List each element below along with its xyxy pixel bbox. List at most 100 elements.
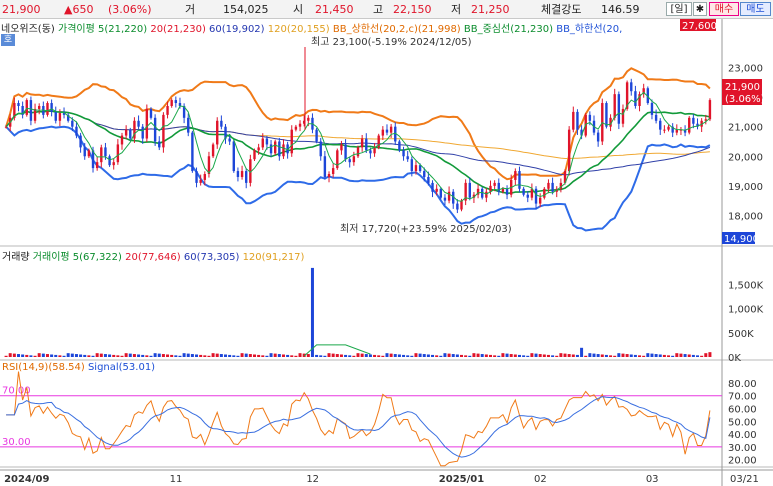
candle-body — [124, 129, 128, 136]
bb-lower-line — [5, 125, 711, 232]
candle-body — [377, 135, 380, 148]
x-axis-label: 11 — [170, 474, 183, 485]
candle-body — [211, 144, 215, 157]
legend-bb-upper: BB_상한선(20,2,c)(21,998) — [332, 24, 461, 35]
volume-bar — [505, 353, 509, 357]
volume-bar — [575, 354, 579, 357]
candle-body — [253, 150, 256, 160]
volume-bar — [472, 353, 476, 357]
view-toggle-button[interactable]: 호 — [1, 34, 15, 46]
volume-ma-line — [303, 344, 371, 357]
candle-body — [394, 126, 397, 142]
volume-bar — [170, 354, 174, 357]
volume-bar — [91, 355, 95, 357]
volume-bar — [257, 354, 261, 357]
volume-tick-label: 1,500K — [728, 280, 764, 291]
period-button[interactable]: [일] — [666, 2, 692, 16]
buy-button[interactable]: 매수 — [709, 2, 739, 16]
volume-bar — [277, 354, 281, 357]
volume-bar — [166, 354, 170, 357]
candle-body — [547, 182, 550, 189]
candle-body — [369, 150, 372, 154]
legend-vol-ma60: 60(73,305) — [183, 252, 240, 263]
bb-upper-line — [5, 67, 711, 181]
volume-bar — [207, 355, 211, 357]
candle-body — [646, 88, 650, 104]
volume-bar — [683, 354, 687, 357]
candle-body — [663, 129, 666, 131]
candle-body — [534, 188, 538, 204]
candle-body — [476, 188, 480, 195]
candle-body — [100, 147, 103, 163]
candle-body — [174, 100, 178, 104]
legend-vol-ma20: 20(77,646) — [125, 252, 181, 263]
candle-body — [245, 171, 248, 183]
candle-body — [120, 135, 124, 145]
volume-bar — [381, 355, 385, 357]
price-change: ▲650 — [64, 2, 94, 16]
candle-body — [460, 200, 463, 210]
candle-body — [37, 105, 41, 109]
candle-body — [87, 150, 91, 157]
candle-body — [137, 120, 140, 127]
volume-bar — [269, 353, 273, 357]
sell-button[interactable]: 매도 — [740, 2, 771, 16]
volume-bar — [476, 353, 480, 357]
candle-body — [13, 103, 16, 118]
candle-body — [530, 188, 534, 198]
legend-ma120: 120(20,155) — [267, 24, 330, 35]
volume-value: 154,025 — [223, 2, 269, 16]
volume-bar — [228, 354, 232, 357]
volume-bar — [414, 353, 418, 357]
candle-body — [675, 129, 679, 133]
candle-body — [572, 111, 575, 130]
volume-bar — [4, 355, 8, 357]
volume-bar — [62, 355, 66, 357]
candle-body — [145, 108, 149, 139]
volume-bar — [190, 354, 194, 357]
volume-bar — [567, 354, 571, 357]
candle-body — [659, 120, 662, 130]
volume-bar — [517, 354, 521, 357]
volume-bar — [563, 353, 567, 357]
volume-bar — [79, 354, 83, 357]
candle-body — [588, 114, 592, 121]
volume-bar — [418, 353, 422, 357]
candle-body — [187, 117, 190, 133]
volume-bar — [45, 354, 49, 357]
volume-bar — [161, 354, 165, 357]
volume-bar — [513, 354, 517, 357]
rsi-tick-label: 50.00 — [728, 417, 757, 428]
volume-bar — [319, 355, 323, 357]
strength-label: 체결강도 — [541, 3, 582, 16]
volume-bar — [546, 354, 550, 357]
x-axis-label: 02 — [534, 474, 547, 485]
volume-bar — [671, 355, 675, 357]
candle-body — [389, 126, 393, 133]
bottom-price-box — [722, 232, 755, 244]
legend-bb-lower: BB_하한선(20, — [556, 24, 623, 35]
candle-body — [567, 129, 571, 172]
volume-bar — [120, 355, 124, 357]
volume-bar — [522, 355, 526, 357]
volume-bar — [629, 354, 633, 357]
stock-name[interactable]: 네오위즈(동) — [1, 24, 55, 35]
volume-bar — [182, 353, 186, 357]
volume-bar — [696, 355, 700, 357]
candle-body — [166, 105, 169, 115]
volume-bar — [149, 355, 153, 357]
candle-body — [4, 126, 8, 128]
volume-bar — [551, 355, 555, 357]
volume-bar — [265, 355, 269, 357]
candle-body — [336, 150, 339, 169]
price-tick-label: 23,000 — [728, 64, 763, 75]
candle-body — [543, 188, 546, 198]
open-value: 21,450 — [315, 2, 354, 16]
candle-body — [418, 165, 422, 172]
gear-icon[interactable]: ✱ — [693, 2, 707, 16]
volume-bar — [571, 354, 575, 357]
volume-tick-label: 1,000K — [728, 305, 764, 316]
volume-bar — [310, 267, 314, 357]
top-price-label: 27,600 — [682, 21, 717, 32]
